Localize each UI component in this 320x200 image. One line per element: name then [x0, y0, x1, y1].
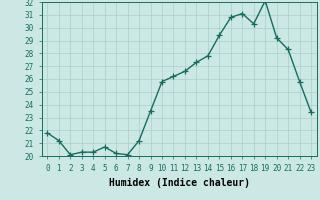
X-axis label: Humidex (Indice chaleur): Humidex (Indice chaleur) — [109, 178, 250, 188]
